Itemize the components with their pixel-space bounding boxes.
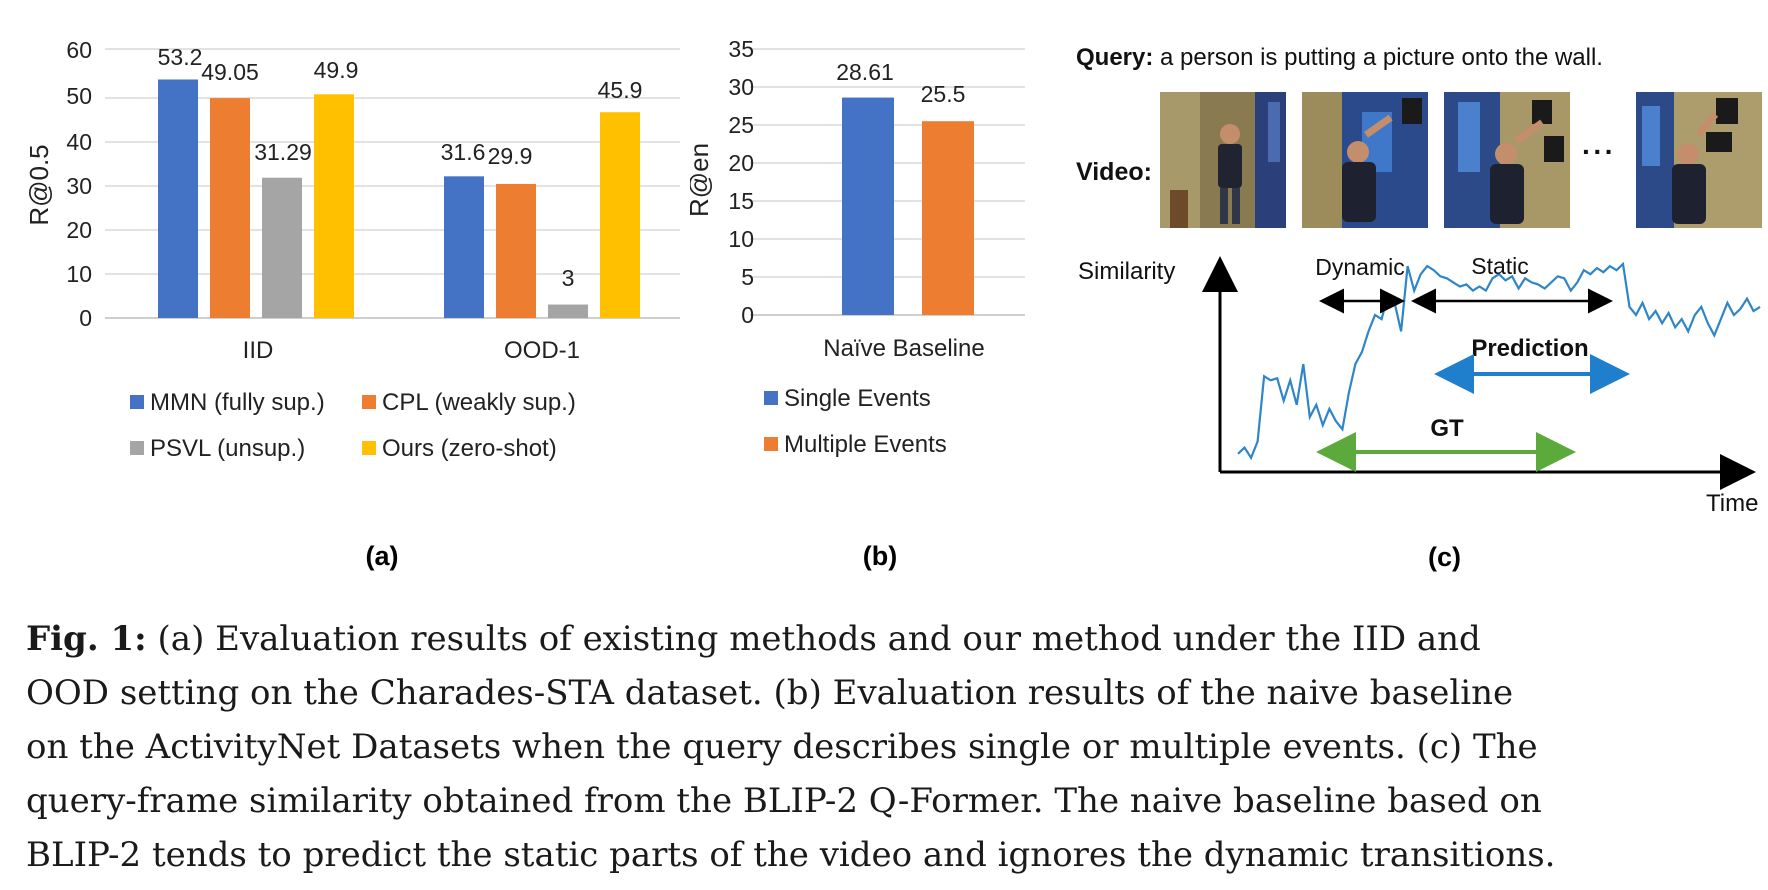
y-tick-label: 40 [66, 129, 92, 155]
chart-b-legend: Single Events Multiple Events [764, 385, 947, 458]
prediction-label: Prediction [1471, 335, 1588, 362]
frames-ellipsis: ··· [1582, 136, 1616, 167]
bar-value-label: 29.9 [488, 143, 533, 169]
y-tick-label: 10 [66, 261, 92, 287]
panel-label-c: (c) [1428, 542, 1461, 572]
figure-label: Fig. 1: [26, 619, 147, 659]
caption-text: (a) Evaluation results of existing metho… [157, 619, 1481, 659]
y-tick-label: 25 [728, 112, 754, 138]
bar-value-label: 31.29 [254, 139, 312, 165]
panel-label-a: (a) [366, 541, 399, 571]
legend-label: CPL (weakly sup.) [382, 389, 576, 416]
video-label: Video: [1076, 158, 1152, 186]
y-tick-label: 35 [728, 36, 754, 62]
bar [600, 112, 640, 318]
figure-caption: Fig. 1: (a) Evaluation results of existi… [26, 612, 1646, 882]
legend-swatch-cpl [362, 395, 376, 409]
dynamic-label: Dynamic [1315, 254, 1404, 280]
legend-swatch-psvl [130, 441, 144, 455]
y-axis-label: R@0.5 [24, 144, 54, 225]
bar-value-label: 49.05 [201, 59, 259, 85]
x-category-label: IID [243, 337, 274, 364]
bar [210, 98, 250, 318]
video-frame-2 [1302, 92, 1428, 228]
y-tick-label: 15 [728, 188, 754, 214]
bar [496, 183, 536, 318]
legend-label: Ours (zero-shot) [382, 435, 557, 462]
video-frame-4 [1636, 92, 1762, 228]
chart-a-gridlines [105, 48, 680, 275]
legend-label: MMN (fully sup.) [150, 389, 325, 416]
x-category-label: Naïve Baseline [823, 335, 984, 362]
panel-label-b: (b) [863, 541, 897, 571]
bar-value-label: 3 [562, 265, 575, 291]
y-tick-label: 0 [79, 305, 92, 331]
similarity-axis-label: Similarity [1078, 258, 1176, 285]
y-tick-label: 0 [741, 302, 754, 328]
y-tick-label: 30 [728, 74, 754, 100]
y-tick-label: 30 [66, 173, 92, 199]
legend-swatch-single [764, 391, 778, 405]
query-line: Query: a person is putting a picture ont… [1076, 44, 1603, 72]
query-text: a person is putting a picture onto the w… [1160, 44, 1603, 71]
y-tick-label: 50 [66, 83, 92, 109]
chart-b-bars [842, 97, 974, 316]
legend-swatch-multiple [764, 437, 778, 451]
bar [444, 176, 484, 318]
y-tick-label: 20 [66, 217, 92, 243]
bar-value-label: 28.61 [836, 59, 894, 85]
caption-line: Fig. 1: (a) Evaluation results of existi… [26, 612, 1646, 666]
y-tick-label: 20 [728, 150, 754, 176]
legend-label: Single Events [784, 385, 931, 412]
static-label: Static [1471, 253, 1529, 279]
caption-line: on the ActivityNet Datasets when the que… [26, 727, 1538, 767]
bar [314, 94, 354, 318]
legend-label: PSVL (unsup.) [150, 435, 305, 462]
bar-value-label: 25.5 [921, 81, 966, 107]
query-label: Query: [1076, 44, 1154, 71]
bar-value-label: 53.2 [158, 44, 203, 70]
bar [922, 121, 974, 315]
chart-a-bars [158, 79, 640, 318]
y-tick-label: 10 [728, 226, 754, 252]
similarity-plot: Dynamic Static Prediction GT [1202, 253, 1761, 490]
bar [158, 79, 198, 318]
chart-a: 60 50 40 30 20 10 0 R@0.5 53.2 49.05 31.… [24, 37, 680, 571]
legend-swatch-mmn [130, 395, 144, 409]
similarity-curve [1237, 261, 1761, 461]
chart-b: 35 30 25 20 15 10 5 0 R@en 28.61 25.5 Na… [690, 36, 1025, 571]
caption-line: query-frame similarity obtained from the… [26, 781, 1542, 821]
bar-value-label: 49.9 [314, 57, 359, 83]
time-axis-label: Time [1706, 490, 1759, 517]
legend-swatch-ours [362, 441, 376, 455]
diagram-c: Query: a person is putting a picture ont… [1060, 0, 1768, 590]
y-axis-label: R@en [690, 143, 714, 217]
chart-a-legend: MMN (fully sup.) CPL (weakly sup.) PSVL … [130, 389, 576, 462]
y-tick-label: 60 [66, 37, 92, 63]
video-frame-3 [1444, 92, 1570, 228]
gt-label: GT [1430, 415, 1464, 442]
bar [548, 304, 588, 318]
bar [262, 177, 302, 318]
bar [842, 97, 894, 316]
x-category-label: OOD-1 [504, 337, 580, 364]
y-tick-label: 5 [741, 264, 754, 290]
caption-line: OOD setting on the Charades-STA dataset.… [26, 673, 1514, 713]
bar-value-label: 45.9 [598, 77, 643, 103]
legend-label: Multiple Events [784, 431, 947, 458]
bar-value-label: 31.6 [441, 139, 486, 165]
caption-line: BLIP-2 tends to predict the static parts… [26, 835, 1556, 875]
video-frame-1 [1160, 92, 1286, 228]
